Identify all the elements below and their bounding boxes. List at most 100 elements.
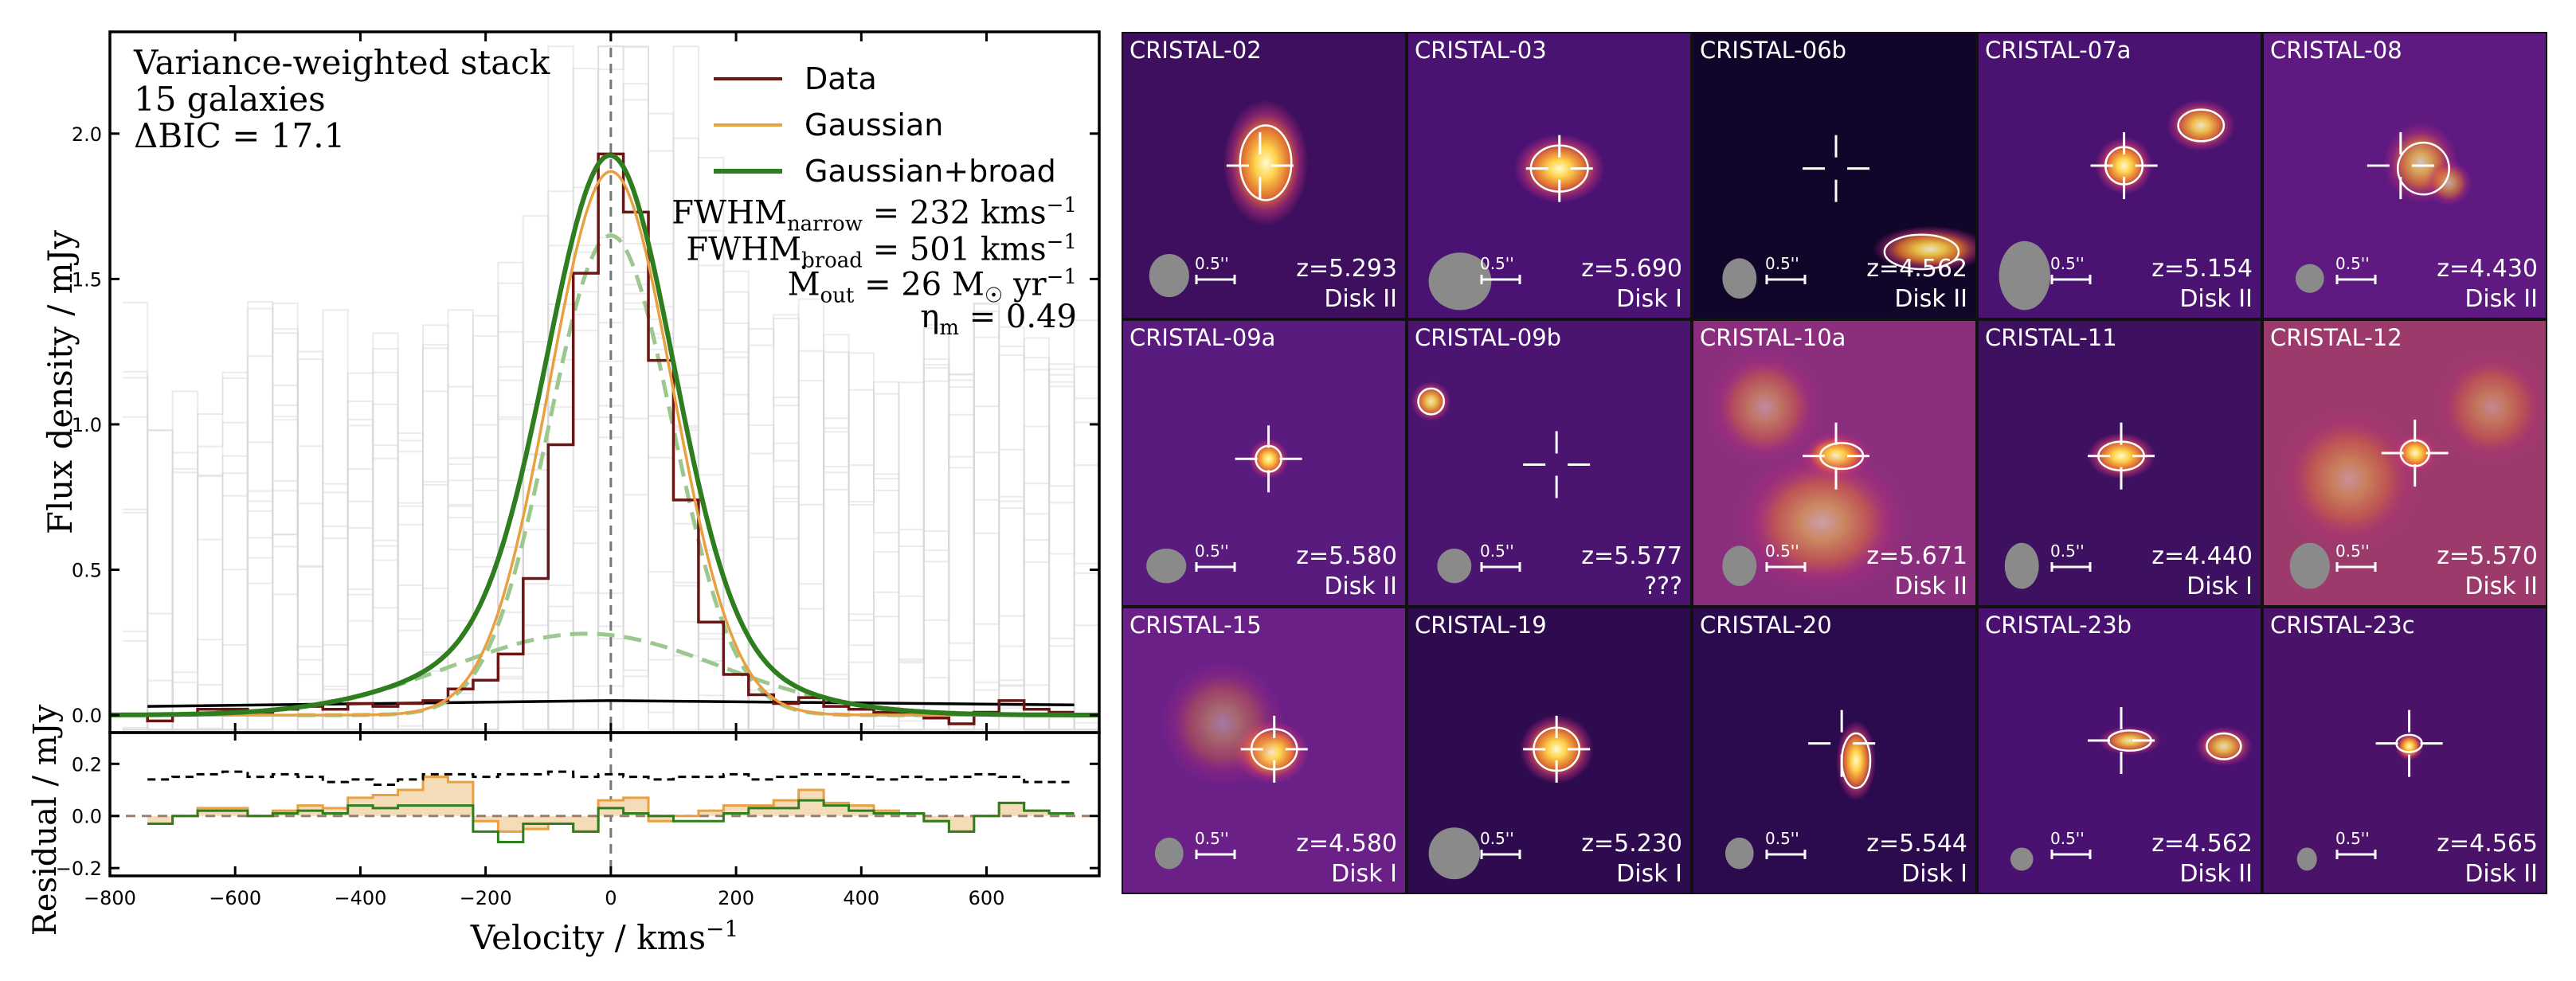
scale-bar [2335,562,2377,572]
scale-bar [2050,562,2092,572]
emission-blob [1411,381,1451,422]
resid-ytick-label-1: 0.0 [72,806,102,828]
emission-blob [2394,732,2424,761]
residual-fill-20 [648,815,674,822]
scale-bar [1765,850,1807,859]
galaxy-thumbnail: CRISTAL-11 z=4.440 Disk I 0.5'' [1977,319,2262,607]
disk-class: Disk II [1324,285,1397,313]
galaxy-name: CRISTAL-11 [1985,324,2117,351]
disk-class: Disk II [2464,860,2538,888]
galaxy-thumbnail: CRISTAL-09a z=5.580 Disk II 0.5'' [1122,319,1407,607]
residual-fill-2 [198,807,223,816]
residual-fill-10 [397,790,424,816]
scale-bar [1195,275,1236,284]
thumbnail-image [1411,381,1591,584]
contour [2397,141,2450,196]
galaxy-thumbnail: CRISTAL-03 z=5.690 Disk I 0.5'' [1407,32,1692,319]
galaxy-redshift: z=5.570 [2437,542,2538,570]
disk-class: Disk I [1616,860,1682,888]
residual-fill-32 [949,815,974,832]
thumbnail-image [1999,100,2236,311]
residual-fill-35 [1024,811,1050,816]
beam-ellipse [1146,549,1187,584]
xtick-label-1: −600 [209,887,261,909]
scale-bar-label: 0.5'' [1195,541,1229,561]
galaxy-thumbnail: CRISTAL-07a z=5.154 Disk II 0.5'' [1977,32,2262,319]
residual-fill-11 [423,776,448,816]
galaxy-thumbnail: CRISTAL-15 z=4.580 Disk I 0.5'' [1122,607,1407,894]
emission-blob [1736,450,1908,594]
residual-fill-7 [323,807,348,816]
beam-ellipse [2010,847,2034,871]
mass-loading-factor: ηm = 0.49 [920,299,1077,340]
emission-blob [1160,659,1286,787]
residual-series [147,776,1075,832]
scale-bar-label: 0.5'' [1765,829,1799,848]
galaxy-redshift: z=4.562 [1866,255,1967,283]
residual-broad-line [147,799,1075,843]
galaxy-name: CRISTAL-23b [1985,612,2132,639]
thumbnail-image [1707,350,1908,594]
thumbnail-image [2277,350,2546,589]
residual-fill-15 [523,815,549,830]
galaxy-thumbnail: CRISTAL-06b z=4.562 Disk II 0.5'' [1692,32,1977,319]
scale-bar-label: 0.5'' [2050,829,2085,848]
emission-blob [1223,100,1309,226]
fwhm-broad: FWHMbroad = 501 kms−1 [686,230,1077,273]
galaxy-redshift: z=5.577 [1581,542,1682,570]
disk-class: Disk II [2464,573,2538,600]
residual-fill-17 [573,815,599,832]
residual-fill-34 [999,803,1024,816]
scale-bar-label: 0.5'' [1195,254,1229,273]
residual-fill-8 [347,797,374,816]
residual-fill-19 [623,797,649,816]
scale-bar [1195,850,1236,859]
scale-bar [1195,562,1236,572]
galaxy-name: CRISTAL-20 [1700,612,1832,639]
galaxy-name: CRISTAL-12 [2270,324,2402,351]
scale-bar-label: 0.5'' [2050,254,2085,273]
scale-bar [1480,275,1521,284]
emission-blob [1707,350,1822,465]
scale-bar [1480,562,1521,572]
scale-bar-label: 0.5'' [1480,829,1514,848]
main-y-axis-label: Flux density / mJy [41,230,80,535]
emission-blob [1248,439,1289,479]
thumbnail-image [2296,709,2443,871]
beam-ellipse [1428,827,1481,880]
thumbnail-image [1146,425,1302,584]
galaxy-redshift: z=5.580 [1296,542,1397,570]
main-ytick-label-0: 0.0 [72,705,102,727]
disk-class: ??? [1644,573,1682,600]
individual-spectrum-13 [122,68,1099,731]
disk-class: Disk II [2179,285,2253,313]
main-ytick-label-3: 1.5 [72,268,102,291]
legend-swatch-gaussian [714,123,782,127]
residual-fill-0 [147,815,173,824]
stack-title: Variance-weighted stack [134,43,550,82]
scale-bar-label: 0.5'' [2335,541,2370,561]
residual-fill-16 [548,815,574,824]
galaxy-redshift: z=4.562 [2151,830,2253,858]
scale-bar-label: 0.5'' [1195,829,1229,848]
thumbnail-image [1428,714,1594,880]
xtick-label-4: 0 [605,887,617,909]
galaxy-redshift: z=5.293 [1296,255,1397,283]
galaxy-redshift: z=4.580 [1296,830,1397,858]
galaxy-name: CRISTAL-03 [1415,37,1547,64]
scale-bar [1765,562,1807,572]
galaxy-thumbnail: CRISTAL-09b z=5.577??? 0.5'' [1407,319,1692,607]
scale-bar [1765,275,1807,284]
scale-bar [2335,275,2377,284]
legend-item-broad: Gaussian+broad [714,148,1056,194]
beam-ellipse [2296,847,2317,871]
residual-y-axis-label: Residual / mJy [27,704,64,936]
residual-fill-30 [898,813,924,816]
contour [1239,124,1293,201]
emission-blob [2195,726,2253,767]
emission-blob [2277,407,2421,551]
beam-ellipse [1437,549,1472,584]
xtick-label-0: −800 [84,887,136,909]
scale-bar [2050,850,2092,859]
legend-swatch-data [714,77,782,80]
